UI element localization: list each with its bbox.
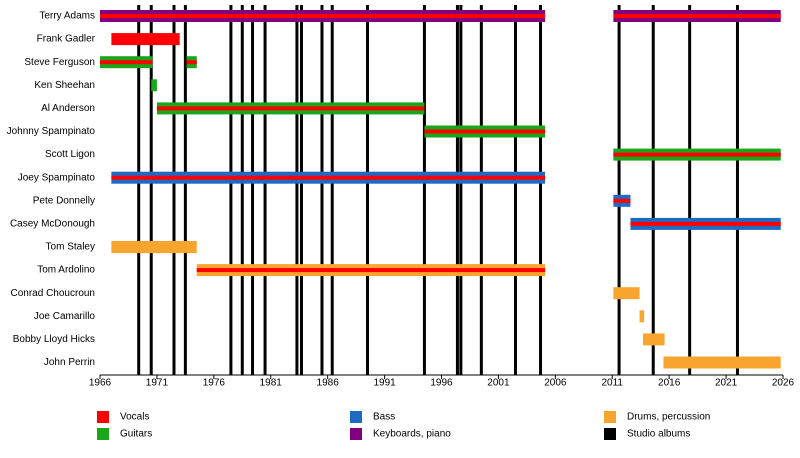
member-name: Tom Ardolino (37, 265, 95, 276)
member-name: Joe Camarillo (34, 311, 96, 322)
vocals-stripe (630, 221, 781, 226)
member-name: Frank Gadler (37, 34, 96, 45)
legend-swatch (97, 411, 109, 423)
x-tick-label: 2006 (544, 378, 567, 389)
vocals-stripe (111, 175, 546, 180)
member-name: Conrad Choucroun (11, 288, 96, 299)
member-name: Terry Adams (39, 11, 95, 22)
member-name: John Perrin (44, 357, 95, 368)
legend-label: Guitars (120, 429, 152, 440)
member-name: Bobby Lloyd Hicks (13, 334, 95, 345)
x-tick-label: 2021 (715, 378, 738, 389)
x-tick-label: 1976 (203, 378, 226, 389)
x-tick-label: 1971 (146, 378, 169, 389)
x-tick-label: 2001 (487, 378, 510, 389)
x-tick-label: 2011 (601, 378, 623, 389)
legend-swatch (350, 411, 362, 423)
x-tick-label: 1966 (89, 378, 112, 389)
member-name: Ken Sheehan (34, 80, 95, 91)
member-name: Casey McDonough (10, 219, 95, 230)
x-tick-label: 1991 (373, 378, 396, 389)
vocals-stripe (100, 14, 546, 18)
x-tick-label: 1986 (317, 378, 340, 389)
member-name: Joey Spampinato (18, 172, 96, 183)
legend-label: Bass (373, 412, 395, 423)
legend-label: Keyboards, piano (373, 429, 451, 440)
member-name: Scott Ligon (45, 149, 95, 160)
member-bar (111, 33, 180, 46)
x-tick-label: 2016 (658, 378, 681, 389)
x-tick-label: 1996 (430, 378, 453, 389)
member-name: Tom Staley (46, 242, 95, 253)
legend-swatch (350, 428, 362, 440)
vocals-stripe (424, 129, 546, 134)
vocals-stripe (100, 60, 153, 65)
legend-swatch (604, 411, 616, 423)
vocals-stripe (156, 106, 425, 111)
legend-label: Drums, percussion (627, 412, 710, 423)
member-name: Johnny Spampinato (7, 126, 96, 137)
member-bar (639, 310, 645, 323)
member-bar (151, 79, 157, 92)
member-bar (642, 333, 665, 346)
member-name: Pete Donnelly (33, 195, 95, 206)
x-tick-label: 1981 (260, 378, 283, 389)
legend-label: Studio albums (627, 429, 690, 440)
vocals-stripe (613, 14, 781, 18)
vocals-stripe (196, 268, 546, 273)
vocals-stripe (613, 198, 631, 203)
legend-swatch (604, 428, 616, 440)
member-bar (663, 356, 781, 369)
vocals-stripe (613, 152, 781, 157)
x-tick-label: 2026 (772, 378, 795, 389)
member-bar (613, 287, 640, 300)
vocals-stripe (186, 60, 197, 65)
legend-swatch (97, 428, 109, 440)
member-name: Steve Ferguson (24, 57, 95, 68)
legend-label: Vocals (120, 412, 149, 423)
member-bar (111, 241, 197, 253)
member-name: Al Anderson (41, 103, 95, 114)
